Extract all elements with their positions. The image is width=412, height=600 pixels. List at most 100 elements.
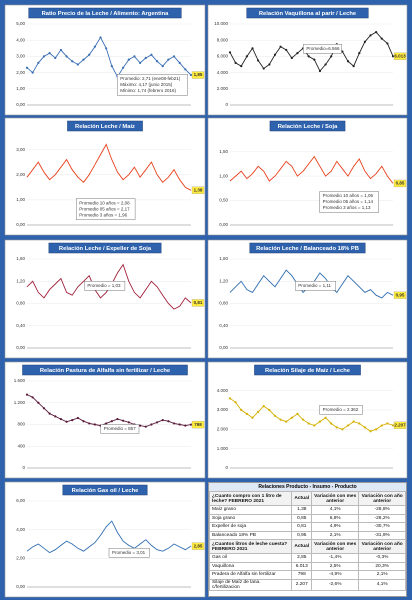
point (358, 52, 361, 55)
y-tick-label: 0,80 (16, 301, 25, 306)
point (110, 65, 113, 68)
cell: -0,3% (358, 553, 406, 563)
point (105, 47, 108, 50)
point (273, 414, 277, 417)
title-box (67, 120, 143, 132)
point (144, 56, 147, 60)
point (313, 58, 316, 61)
point (93, 423, 96, 426)
point (189, 423, 193, 426)
row: Pradera de Alfalfa sin fertilizar 798 -4,9… (209, 570, 406, 580)
point (25, 66, 29, 69)
point (25, 393, 29, 396)
series-line (229, 155, 394, 184)
point (352, 65, 355, 68)
y-tick-label: 2,00 (16, 70, 25, 75)
cell: -30,7% (358, 522, 406, 532)
header-cell: Actual (291, 539, 313, 554)
y-tick-label: 0,00 (219, 222, 228, 227)
chart-title: Relación Gas oil / Leche (72, 488, 139, 494)
point (346, 424, 350, 427)
row: Vaquillona 6.013 2,5% 20,3% (209, 561, 406, 571)
y-tick-label: 1.000 (217, 446, 229, 451)
annotation: Máximo: 4,17 (junio 2015) (120, 82, 173, 87)
title-box (246, 7, 369, 19)
panel (207, 239, 408, 359)
y-tick-label: 1,60 (16, 256, 25, 261)
y-tick-label: 1,00 (16, 86, 25, 91)
point (127, 58, 130, 61)
cell: Balanceado 18% PB (209, 530, 293, 540)
end-label: 0,85 (396, 181, 405, 186)
cell: Expeller de soja (209, 522, 293, 532)
table-title: Relaciones Producto - Insumo - Producto (209, 483, 406, 491)
annotation: Promedio=6.566 (306, 46, 340, 51)
point (391, 424, 395, 427)
title-box (269, 120, 346, 132)
point (273, 53, 277, 56)
cell: Pradera de Alfalfa sin fertilizar (209, 570, 293, 580)
point (178, 61, 181, 64)
title-box (28, 7, 182, 19)
point (318, 69, 322, 73)
annotation: Promedio 05 años = 1,14 (323, 199, 374, 204)
point (184, 424, 187, 427)
annotation-box (303, 44, 342, 54)
y-tick-label: 0,80 (219, 301, 228, 306)
point (251, 416, 254, 419)
point (324, 416, 327, 419)
point (122, 419, 125, 422)
header-cell: Variación con año anterior (358, 539, 406, 554)
point (127, 421, 130, 424)
end-label: 1,38 (194, 187, 203, 192)
y-tick-label: 0,00 (16, 102, 25, 107)
cell: 2,1% (358, 570, 406, 580)
point (335, 426, 338, 429)
end-label-box (393, 179, 407, 188)
point (105, 422, 108, 425)
point (245, 412, 248, 415)
point (352, 420, 355, 423)
y-tick-label: 3,00 (16, 54, 25, 59)
y-tick-label: 2.000 (217, 427, 229, 432)
annotation: Mínimo: 1,74 (febrero 2016) (120, 88, 176, 93)
annotation: Promedio = 1,03 (87, 283, 121, 288)
y-tick-label: 1,00 (219, 173, 228, 178)
y-tick-label: 4.000 (217, 70, 229, 75)
point (290, 416, 293, 419)
y-tick-label: 1.600 (14, 378, 26, 383)
chart-title: Ratio Precio de la Leche / Alimento: Arg… (42, 11, 170, 17)
point (240, 408, 243, 412)
cell: 4,1% (311, 505, 360, 515)
panel (207, 361, 408, 479)
y-tick-label: 0,00 (16, 584, 25, 589)
y-tick-label: 2.000 (217, 86, 229, 91)
end-label: 0,95 (396, 292, 405, 297)
row: Expeller de soja 0,81 4,9% -30,7% (209, 522, 406, 532)
end-label: 0,81 (194, 300, 203, 305)
point (59, 417, 63, 421)
header-row: ¿Cuanto compro con 1 litro de leche? FEB… (209, 491, 406, 506)
point (172, 55, 176, 58)
series-line (229, 398, 394, 432)
y-tick-label: 2,00 (16, 172, 25, 177)
point (37, 61, 40, 64)
chart-title: Relación Pastura de Alfalfa sin fertiliz… (40, 368, 171, 374)
y-tick-label: 4,00 (16, 527, 25, 532)
cell: 4,1% (358, 578, 406, 591)
point (386, 42, 389, 45)
panel (4, 361, 206, 479)
annotation-box (295, 281, 336, 291)
point (65, 420, 68, 423)
end-label: 2,85 (194, 543, 203, 548)
y-tick-label: 1.200 (14, 400, 26, 405)
annotation: Promedio 05 años = 2,17 (79, 206, 130, 211)
point (234, 401, 237, 404)
point (380, 37, 383, 40)
y-tick-label: 8.000 (217, 37, 229, 42)
title-box (22, 364, 188, 376)
point (167, 420, 170, 423)
point (341, 50, 344, 53)
cell: -4,9% (311, 570, 360, 580)
